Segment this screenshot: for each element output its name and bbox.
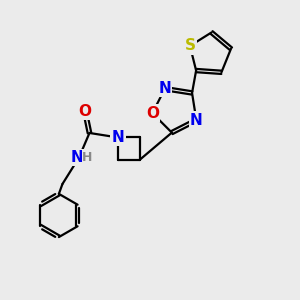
Text: N: N — [112, 130, 124, 145]
Text: O: O — [79, 104, 92, 119]
Text: N: N — [158, 81, 171, 96]
Text: H: H — [82, 151, 93, 164]
Text: S: S — [184, 38, 196, 53]
Text: N: N — [70, 150, 83, 165]
Text: O: O — [146, 106, 159, 121]
Text: N: N — [190, 112, 203, 128]
